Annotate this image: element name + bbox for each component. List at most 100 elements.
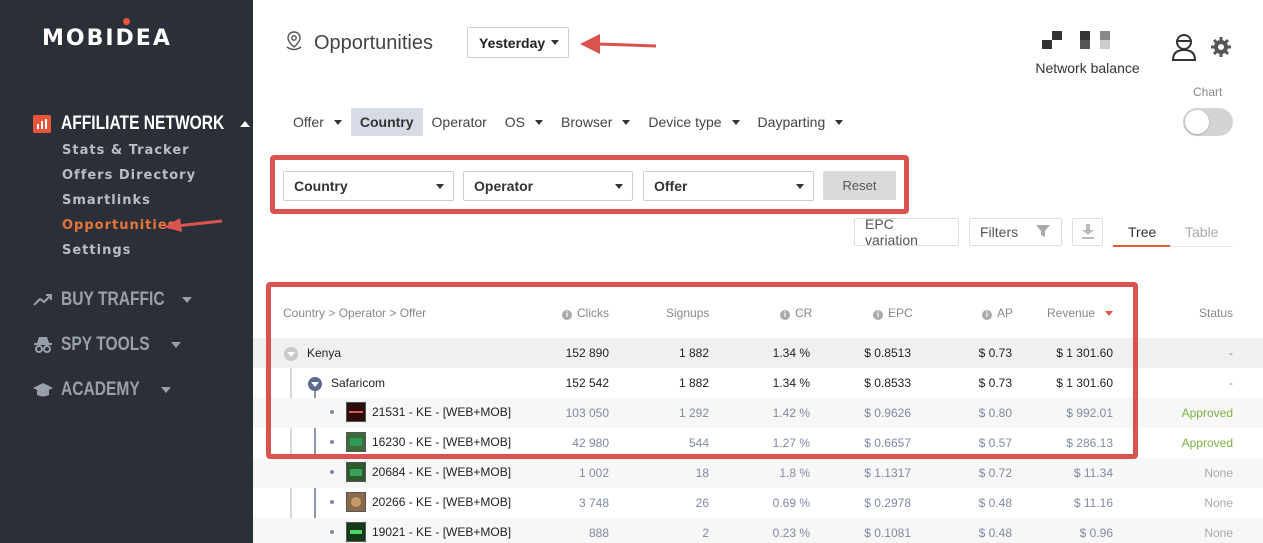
row-revenue: $ 992.01 bbox=[1066, 406, 1113, 420]
row-cr: 1.42 % bbox=[772, 406, 810, 420]
chevron-down-icon bbox=[731, 119, 740, 125]
column-header-revenue-label: Revenue bbox=[1047, 306, 1096, 320]
group-by-dayparting[interactable]: Dayparting bbox=[749, 108, 853, 136]
row-clicks: 103 050 bbox=[565, 406, 609, 420]
group-by-browser[interactable]: Browser bbox=[552, 108, 639, 136]
sidebar-item-settings[interactable]: Settings bbox=[62, 243, 132, 258]
row-status: - bbox=[1229, 376, 1233, 390]
sidebar-item-stats-tracker[interactable]: Stats & Tracker bbox=[62, 143, 190, 158]
chevron-down-icon bbox=[551, 40, 559, 45]
group-by-country[interactable]: Country bbox=[350, 108, 423, 136]
nav-affiliate-network[interactable]: AFFILIATE NETWORK bbox=[33, 113, 251, 135]
filter-operator-select[interactable]: Operator bbox=[463, 171, 633, 201]
reset-button[interactable]: Reset bbox=[823, 171, 896, 200]
sidebar-item-smartlinks[interactable]: Smartlinks bbox=[62, 193, 151, 208]
group-by-device-type[interactable]: Device type bbox=[639, 108, 748, 136]
tab-tree[interactable]: Tree bbox=[1128, 224, 1157, 240]
group-by-offer[interactable]: Offer bbox=[284, 108, 351, 136]
table-row[interactable]: 19021 - KE - [WEB+MOB] 888 2 0.23 % $ 0.… bbox=[253, 518, 1263, 543]
column-header-revenue[interactable]: Revenue bbox=[1047, 306, 1114, 320]
table-row[interactable]: Safaricom 152 542 1 882 1.34 % $ 0.8533 … bbox=[253, 368, 1263, 398]
date-range-select[interactable]: Yesterday bbox=[467, 27, 569, 58]
filter-offer-select[interactable]: Offer bbox=[643, 171, 814, 201]
row-status: Approved bbox=[1181, 406, 1233, 420]
group-by-operator[interactable]: Operator bbox=[423, 108, 496, 136]
collapse-icon[interactable] bbox=[284, 347, 298, 361]
tab-table[interactable]: Table bbox=[1185, 224, 1219, 240]
row-epc: $ 1.1317 bbox=[864, 466, 911, 480]
gear-icon[interactable] bbox=[1210, 36, 1232, 63]
filter-country-label: Country bbox=[294, 178, 348, 194]
offer-thumbnail bbox=[346, 492, 366, 512]
funnel-icon bbox=[1035, 223, 1051, 242]
row-name-cell: 20266 - KE - [WEB+MOB] bbox=[330, 492, 511, 512]
filter-offer-label: Offer bbox=[654, 178, 688, 194]
collapse-icon[interactable] bbox=[308, 377, 322, 391]
column-header-ap[interactable]: i AP bbox=[982, 306, 1013, 320]
download-button[interactable] bbox=[1072, 218, 1103, 246]
row-ap: $ 0.80 bbox=[978, 406, 1012, 420]
row-name: 20684 - KE - [WEB+MOB] bbox=[372, 465, 512, 479]
row-revenue: $ 1 301.60 bbox=[1056, 376, 1113, 390]
row-revenue: $ 286.13 bbox=[1066, 436, 1113, 450]
filters-button[interactable]: Filters bbox=[969, 218, 1062, 246]
row-ap: $ 0.72 bbox=[978, 466, 1012, 480]
table-row[interactable]: Kenya 152 890 1 882 1.34 % $ 0.8513 $ 0.… bbox=[253, 338, 1263, 368]
info-icon: i bbox=[982, 310, 992, 320]
row-ap: $ 0.57 bbox=[978, 436, 1012, 450]
row-name-cell: 20684 - KE - [WEB+MOB] bbox=[330, 462, 511, 482]
blurred-balance-icon bbox=[1042, 31, 1110, 49]
row-cr: 0.69 % bbox=[772, 496, 810, 510]
row-cr: 1.27 % bbox=[772, 436, 810, 450]
row-cr: 1.34 % bbox=[772, 376, 810, 390]
row-epc: $ 0.9626 bbox=[864, 406, 911, 420]
table-row[interactable]: 20266 - KE - [WEB+MOB] 3 748 26 0.69 % $… bbox=[253, 488, 1263, 518]
filter-country-select[interactable]: Country bbox=[283, 171, 454, 201]
chevron-down-icon bbox=[535, 119, 544, 125]
row-epc: $ 0.2978 bbox=[864, 496, 911, 510]
row-status: None bbox=[1204, 496, 1233, 510]
trending-up-icon bbox=[33, 291, 52, 309]
column-header-clicks-label: Clicks bbox=[577, 306, 609, 320]
info-icon: i bbox=[780, 310, 790, 320]
epc-variation-button[interactable]: EPC variation bbox=[854, 216, 959, 248]
nav-spy-tools[interactable]: SPY TOOLS bbox=[33, 334, 182, 356]
tree-line bbox=[290, 360, 292, 543]
row-revenue: $ 11.34 bbox=[1073, 466, 1113, 480]
bar-chart-icon bbox=[33, 115, 51, 133]
column-header-epc[interactable]: i EPC bbox=[873, 306, 913, 320]
column-header-cr[interactable]: i CR bbox=[780, 306, 812, 320]
nav-affiliate-network-label: AFFILIATE NETWORK bbox=[61, 113, 225, 134]
nav-buy-traffic-label: BUY TRAFFIC bbox=[61, 289, 165, 310]
table-row[interactable]: 16230 - KE - [WEB+MOB] 42 980 544 1.27 %… bbox=[253, 428, 1263, 458]
spy-icon bbox=[33, 336, 52, 354]
chart-toggle[interactable] bbox=[1183, 108, 1233, 136]
user-icon[interactable] bbox=[1170, 32, 1198, 67]
table-row[interactable]: 20684 - KE - [WEB+MOB] 1 002 18 1.8 % $ … bbox=[253, 458, 1263, 488]
row-name-cell: 16230 - KE - [WEB+MOB] bbox=[330, 432, 511, 452]
bullet-icon bbox=[330, 500, 334, 504]
column-header-clicks[interactable]: i Clicks bbox=[562, 306, 609, 320]
nav-buy-traffic[interactable]: BUY TRAFFIC bbox=[33, 289, 193, 311]
sidebar-item-offers-directory[interactable]: Offers Directory bbox=[62, 168, 197, 183]
row-signups: 26 bbox=[695, 496, 709, 510]
column-header-signups[interactable]: Signups bbox=[666, 306, 710, 320]
offer-thumbnail bbox=[346, 522, 366, 542]
chevron-down-icon bbox=[796, 184, 804, 189]
table-row[interactable]: 21531 - KE - [WEB+MOB] 103 050 1 292 1.4… bbox=[253, 398, 1263, 428]
row-status: - bbox=[1229, 346, 1233, 360]
column-header-status: Status bbox=[1199, 306, 1234, 320]
info-icon: i bbox=[873, 310, 883, 320]
row-signups: 1 882 bbox=[678, 346, 709, 360]
nav-academy[interactable]: ACADEMY bbox=[33, 379, 172, 401]
location-pin-icon bbox=[284, 30, 304, 57]
sidebar-item-opportunities[interactable]: Opportunities bbox=[62, 218, 177, 233]
network-balance-label: Network balance bbox=[1035, 60, 1140, 76]
chevron-down-icon bbox=[835, 119, 844, 125]
group-by-operator-label: Operator bbox=[431, 114, 487, 130]
chart-toggle-knob bbox=[1185, 110, 1209, 134]
group-by-os[interactable]: OS bbox=[496, 108, 552, 136]
nav-academy-label: ACADEMY bbox=[61, 379, 140, 400]
row-name: 21531 - KE - [WEB+MOB] bbox=[372, 405, 512, 419]
logo[interactable]: MOBIDEA bbox=[42, 26, 172, 51]
